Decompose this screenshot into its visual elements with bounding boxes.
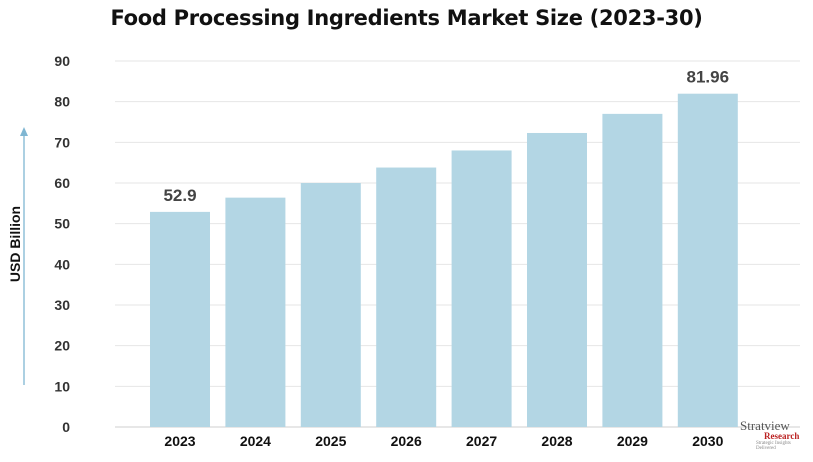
- y-tick-label: 0: [62, 419, 70, 435]
- x-tick-label: 2023: [164, 433, 195, 449]
- x-tick-label: 2024: [240, 433, 271, 449]
- x-tick-label: 2029: [617, 433, 648, 449]
- bar-2024: [225, 197, 286, 427]
- bar-2030: [677, 93, 738, 428]
- y-tick-label: 10: [54, 378, 70, 394]
- x-tick-label: 2025: [315, 433, 346, 449]
- logo-name: Stratview: [740, 418, 790, 433]
- y-tick-label: 60: [54, 175, 70, 191]
- y-tick-label: 70: [54, 134, 70, 150]
- data-label: 81.96: [687, 68, 730, 87]
- y-tick-label: 50: [54, 216, 70, 232]
- bar-2027: [451, 150, 512, 427]
- stratview-logo: Stratview Research Strategic Insights De…: [740, 418, 810, 451]
- bar-2026: [376, 167, 437, 427]
- x-tick-label: 2030: [692, 433, 723, 449]
- y-tick-label: 30: [54, 297, 70, 313]
- x-tick-label: 2027: [466, 433, 497, 449]
- bar-2029: [602, 113, 663, 427]
- logo-tagline: Strategic Insights Delivered: [756, 441, 791, 451]
- chart-title: Food Processing Ingredients Market Size …: [110, 6, 703, 30]
- y-tick-label: 20: [54, 338, 70, 354]
- y-tick-label: 40: [54, 256, 70, 272]
- y-tick-label: 90: [54, 53, 70, 69]
- x-tick-label: 2026: [391, 433, 422, 449]
- y-tick-label: 80: [54, 94, 70, 110]
- data-label: 52.9: [163, 186, 196, 205]
- logo-sub: Research: [764, 431, 800, 441]
- bar-2028: [527, 132, 587, 428]
- arrow-head-icon: [20, 127, 28, 136]
- x-tick-label: 2028: [541, 433, 572, 449]
- bar-2025: [300, 183, 361, 427]
- bar-2023: [150, 211, 210, 427]
